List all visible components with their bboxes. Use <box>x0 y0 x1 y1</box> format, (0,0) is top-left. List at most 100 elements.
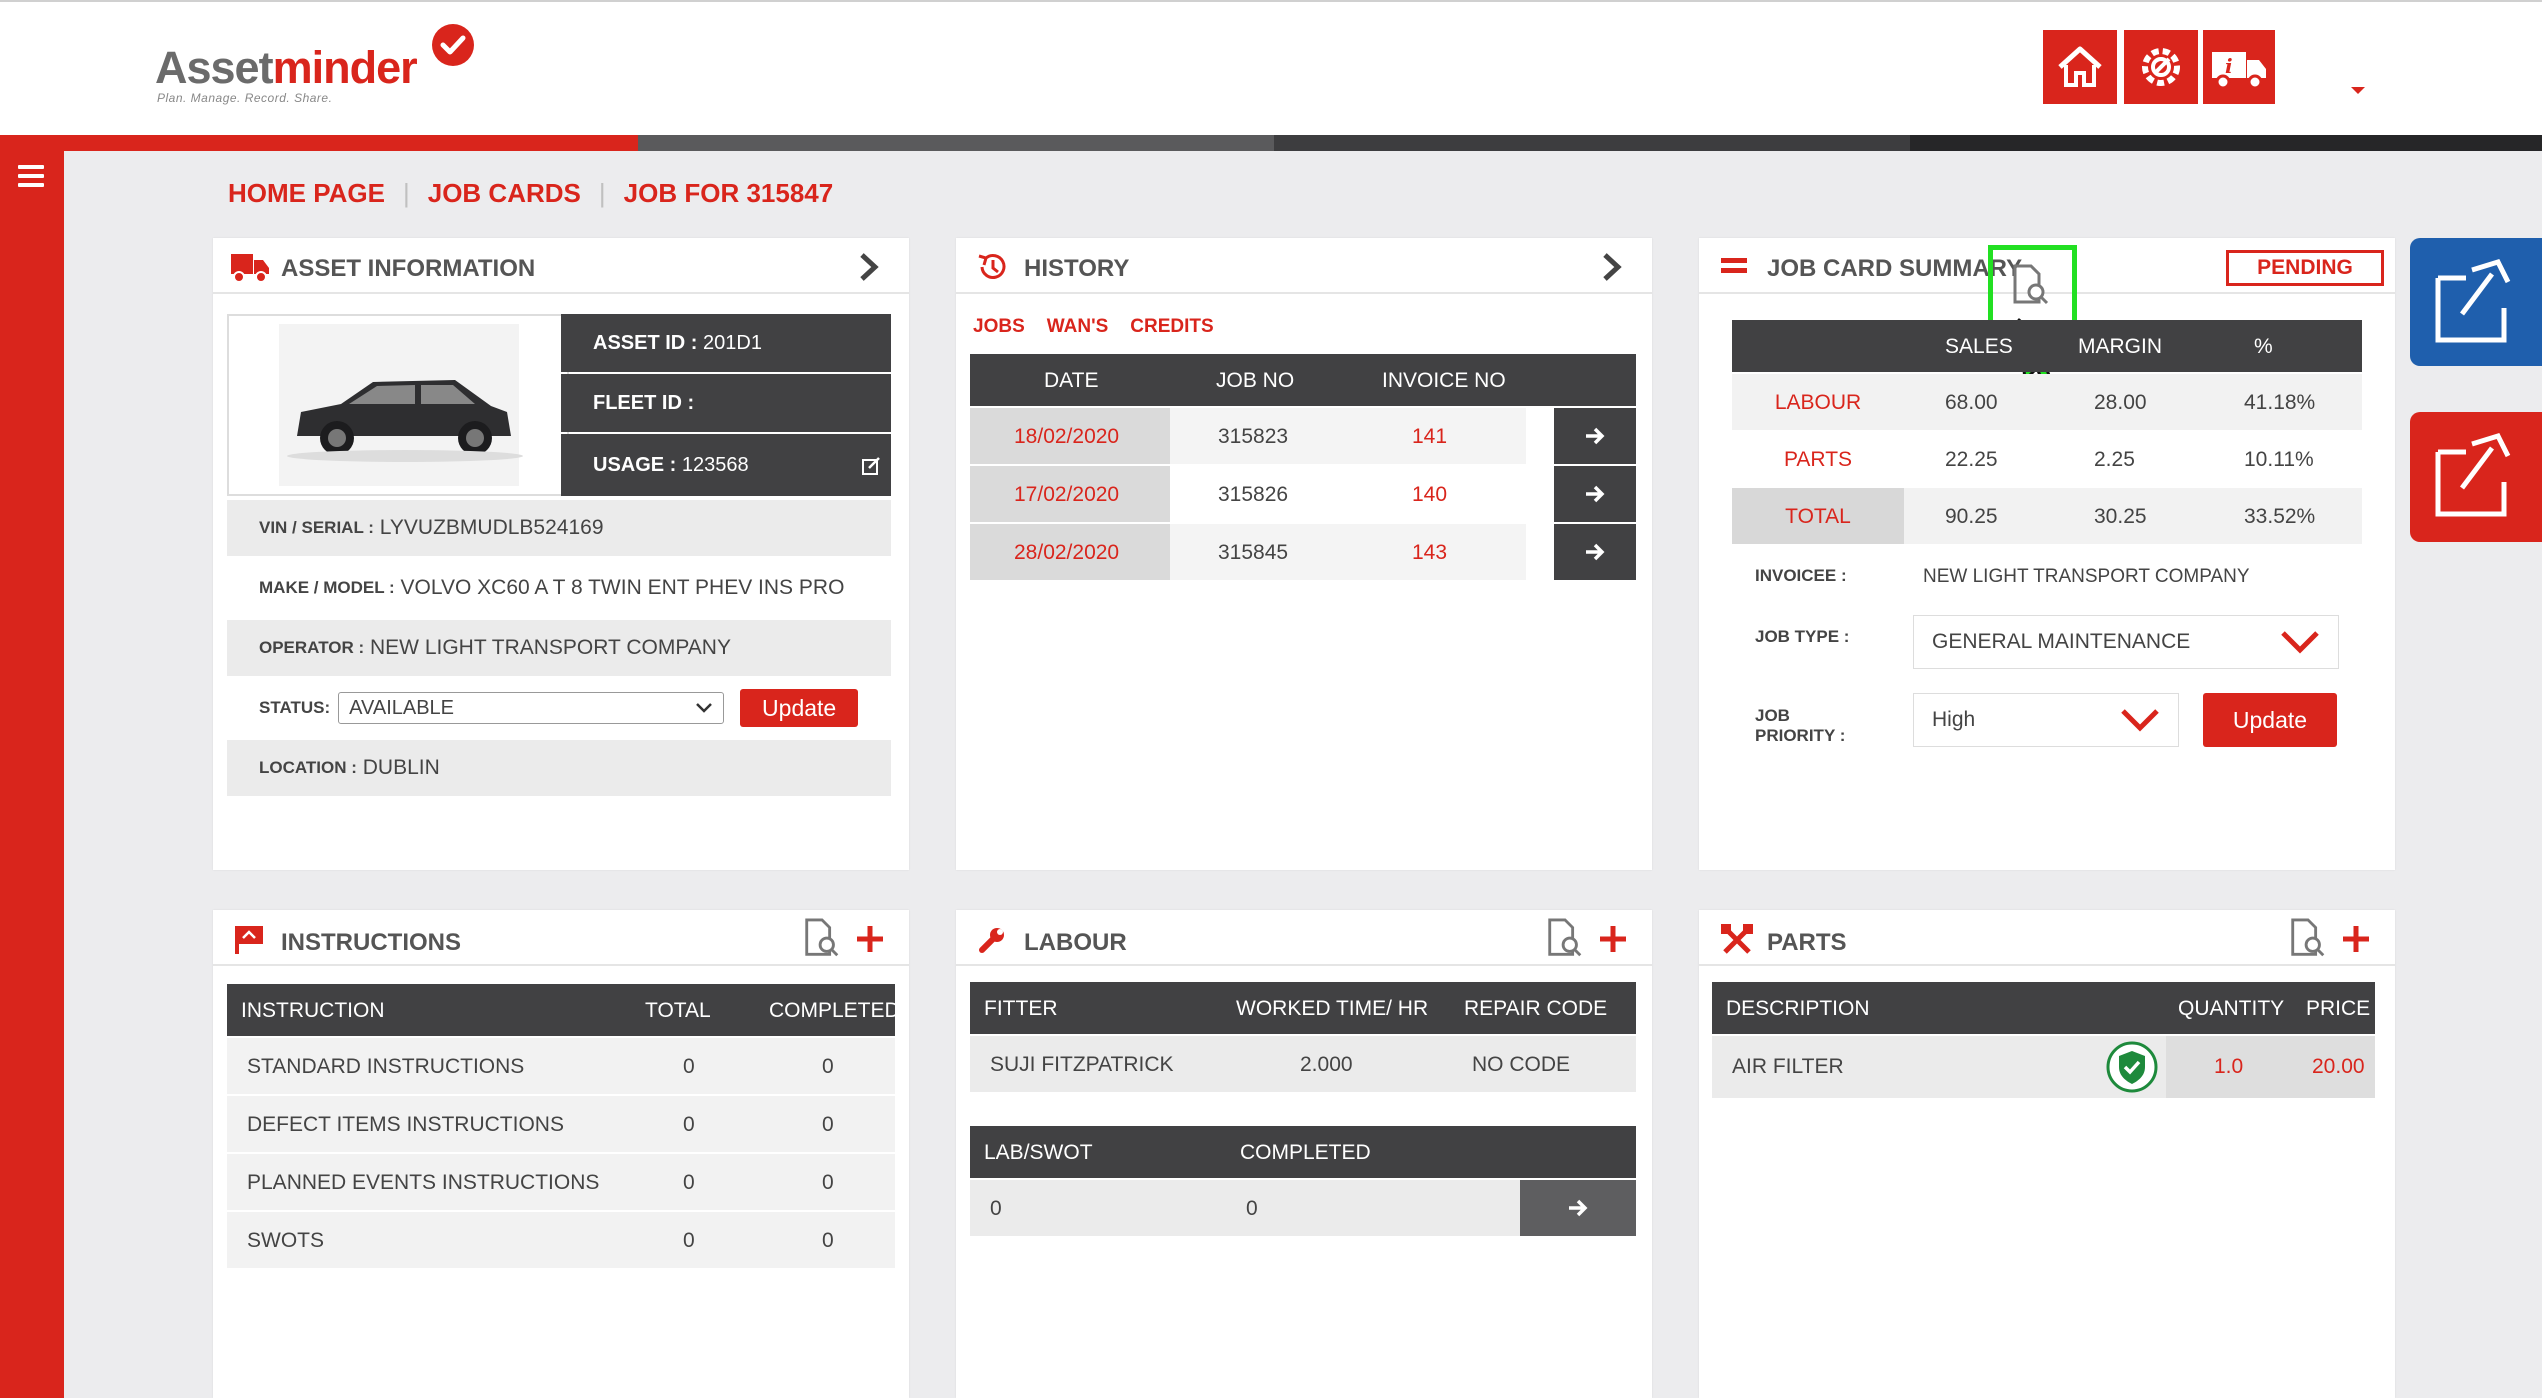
parts-table-header: DESCRIPTION QUANTITY PRICE <box>1712 982 2375 1034</box>
breadcrumb-home[interactable]: HOME PAGE <box>228 178 385 208</box>
tab-jobs[interactable]: JOBS <box>973 316 1025 337</box>
invoicee-label: INVOICEE : <box>1755 566 1847 585</box>
export-document-icon <box>2435 258 2511 343</box>
usage-value: 123568 <box>681 453 749 476</box>
chevron-right-icon[interactable] <box>1602 252 1622 282</box>
edit-icon[interactable] <box>861 456 881 476</box>
history-date-cell[interactable]: 18/02/2020 <box>1014 425 1120 448</box>
table-row[interactable]: PLANNED EVENTS INSTRUCTIONS 0 0 <box>227 1154 895 1210</box>
job-priority-label-line: PRIORITY : <box>1755 726 1846 745</box>
job-priority-select[interactable]: High <box>1913 693 2179 747</box>
home-button[interactable] <box>2043 30 2117 104</box>
user-dropdown-toggle[interactable] <box>2350 78 2366 102</box>
vehicle-info-button[interactable]: i <box>2203 30 2275 104</box>
blue-action-tab[interactable] <box>2410 238 2542 366</box>
breadcrumb-job-cards[interactable]: JOB CARDS <box>427 178 581 208</box>
assetminder-logo[interactable]: Assetminder Plan. Manage. Record. Share. <box>155 24 495 114</box>
column-header: COMPLETED <box>769 999 900 1022</box>
invoicee-value: NEW LIGHT TRANSPORT COMPANY <box>1923 566 2250 587</box>
history-open-button[interactable] <box>1554 408 1636 464</box>
labour-open-button[interactable] <box>1520 1180 1636 1236</box>
add-plus-icon[interactable] <box>2341 924 2371 954</box>
instruction-name-cell: DEFECT ITEMS INSTRUCTIONS <box>247 1113 564 1136</box>
breadcrumb-current-job[interactable]: JOB FOR 315847 <box>623 178 834 208</box>
history-invoice-cell[interactable]: 143 <box>1412 541 1448 564</box>
hamburger-menu-icon[interactable] <box>18 165 44 187</box>
document-search-icon[interactable] <box>801 918 843 960</box>
column-header: % <box>2254 335 2273 358</box>
breadcrumb-separator: | <box>598 178 606 208</box>
operator-row: OPERATOR : NEW LIGHT TRANSPORT COMPANY <box>227 620 891 676</box>
labour-panel: LABOUR FITTER WORKED TIME/ HR REPAIR COD… <box>956 910 1652 1398</box>
tab-credits[interactable]: CREDITS <box>1130 316 1214 337</box>
column-header: INVOICE NO <box>1382 369 1506 392</box>
panel-title: HISTORY <box>1024 255 1130 282</box>
usage-label: USAGE : <box>593 453 677 476</box>
instructions-flag-icon <box>235 926 263 954</box>
column-header: COMPLETED <box>1240 1141 1371 1164</box>
make-model-row: MAKE / MODEL : VOLVO XC60 A T 8 TWIN ENT… <box>227 560 891 616</box>
document-search-icon[interactable] <box>1544 918 1586 960</box>
vehicle-photo <box>227 314 569 496</box>
panel-title: ASSET INFORMATION <box>281 255 536 282</box>
arrow-right-icon <box>1586 427 1605 445</box>
instruction-completed-cell: 0 <box>822 1229 834 1252</box>
location-value: DUBLIN <box>362 756 440 779</box>
history-tabs: JOBS WAN'S CREDITS <box>973 316 1214 338</box>
instruction-completed-cell: 0 <box>822 1171 834 1194</box>
column-header: QUANTITY <box>2178 997 2285 1020</box>
operator-label: OPERATOR : <box>259 638 365 657</box>
add-plus-icon[interactable] <box>855 924 885 954</box>
chevron-right-icon[interactable] <box>859 252 879 282</box>
column-header: PRICE <box>2306 997 2371 1020</box>
history-date-cell[interactable]: 17/02/2020 <box>1014 483 1120 506</box>
table-row[interactable]: SWOTS 0 0 <box>227 1212 895 1268</box>
summary-row-label: TOTAL <box>1785 505 1851 528</box>
logo-text-main: Asset <box>155 42 274 93</box>
view-details-highlight[interactable] <box>1988 245 2077 326</box>
history-invoice-cell[interactable]: 140 <box>1412 483 1448 506</box>
summary-margin-cell: 30.25 <box>2094 505 2147 528</box>
make-model-label: MAKE / MODEL : <box>259 578 395 597</box>
document-search-icon <box>2013 264 2049 305</box>
document-search-icon[interactable] <box>2287 918 2329 960</box>
history-open-button[interactable] <box>1554 466 1636 522</box>
table-row[interactable]: STANDARD INSTRUCTIONS 0 0 <box>227 1038 895 1094</box>
panel-header: PARTS <box>1699 910 2395 966</box>
instruction-completed-cell: 0 <box>822 1113 834 1136</box>
tab-wans[interactable]: WAN'S <box>1046 316 1109 337</box>
column-header: SALES <box>1945 335 2013 358</box>
add-plus-icon[interactable] <box>1598 924 1628 954</box>
summary-table-header: SALES MARGIN % <box>1732 320 2362 372</box>
history-date-cell[interactable]: 28/02/2020 <box>1014 541 1120 564</box>
column-header: TOTAL <box>645 999 711 1022</box>
wrench-icon <box>979 928 1004 953</box>
chevron-down-icon <box>2281 631 2319 654</box>
left-sidebar <box>0 151 64 1398</box>
summary-update-button[interactable]: Update <box>2203 693 2337 747</box>
table-row: AIR FILTER 1.0 20.00 <box>1712 1036 2375 1098</box>
location-row: LOCATION : DUBLIN <box>227 740 891 796</box>
service-button[interactable] <box>2124 30 2198 104</box>
history-invoice-cell[interactable]: 141 <box>1412 425 1448 448</box>
usage-row: USAGE : 123568 <box>561 434 891 496</box>
status-update-button[interactable]: Update <box>740 689 859 727</box>
column-header: FITTER <box>984 997 1058 1020</box>
summary-sales-cell: 22.25 <box>1945 448 1998 471</box>
red-action-tab[interactable] <box>2410 412 2542 542</box>
instructions-panel: INSTRUCTIONS INSTRUCTION TOTAL COMPLETED… <box>213 910 909 1398</box>
status-label: STATUS: <box>259 698 331 717</box>
job-priority-value: High <box>1932 708 1976 731</box>
summary-percent-cell: 10.11% <box>2244 448 2314 471</box>
table-row[interactable]: DEFECT ITEMS INSTRUCTIONS 0 0 <box>227 1096 895 1152</box>
job-type-select[interactable]: GENERAL MAINTENANCE <box>1913 615 2339 669</box>
home-icon <box>2058 46 2102 87</box>
table-row: LABOUR 68.00 28.00 41.18% <box>1732 374 2362 430</box>
history-open-button[interactable] <box>1554 524 1636 580</box>
arrow-right-icon <box>1569 1199 1588 1217</box>
arrow-right-icon <box>1586 485 1605 503</box>
status-select[interactable]: AVAILABLE <box>338 692 725 724</box>
breadcrumb-separator: | <box>402 178 410 208</box>
summary-sales-cell: 90.25 <box>1945 505 1998 528</box>
column-header: REPAIR CODE <box>1464 997 1608 1020</box>
